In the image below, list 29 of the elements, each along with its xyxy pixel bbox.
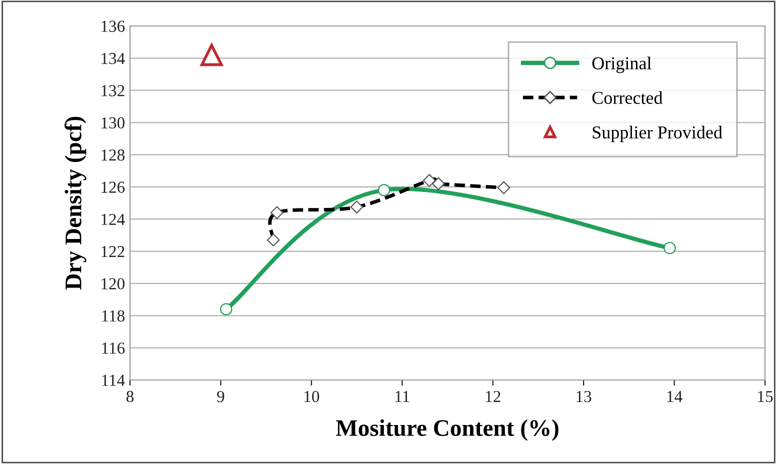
point <box>220 303 232 316</box>
y-tick-label: 128 <box>102 149 125 161</box>
x-axis-title: Mositure Content (%) <box>336 419 558 441</box>
legend-label: Original <box>592 56 652 74</box>
y-tick-label: 116 <box>102 342 125 354</box>
point <box>200 44 223 66</box>
y-tick-label: 134 <box>102 52 125 64</box>
y-tick-label: 136 <box>102 20 125 32</box>
point <box>664 242 676 254</box>
legend-label: Supplier Provided <box>592 126 722 142</box>
x-tick-label: 13 <box>576 390 592 402</box>
x-tick-label: 14 <box>667 390 682 402</box>
y-axis-title: Dry Density (pcf) <box>64 116 86 290</box>
x-tick-label: 10 <box>304 390 320 402</box>
legend-label: Corrected <box>592 91 663 104</box>
x-tick-label: 9 <box>217 390 224 402</box>
x-tick-label: 11 <box>396 390 410 402</box>
y-tick-label: 114 <box>102 374 125 386</box>
point <box>378 184 390 196</box>
y-tick-label: 132 <box>102 85 124 96</box>
y-tick-label: 118 <box>102 310 125 322</box>
y-tick-label: 126 <box>102 182 125 193</box>
y-tick-label: 124 <box>102 214 125 225</box>
x-tick-label: 12 <box>486 390 500 402</box>
y-tick-label: 120 <box>102 278 125 290</box>
x-tick-label: 15 <box>758 390 773 402</box>
y-tick-label: 122 <box>102 246 124 258</box>
x-tick-label: 8 <box>126 390 134 402</box>
y-tick-label: 130 <box>102 117 125 128</box>
